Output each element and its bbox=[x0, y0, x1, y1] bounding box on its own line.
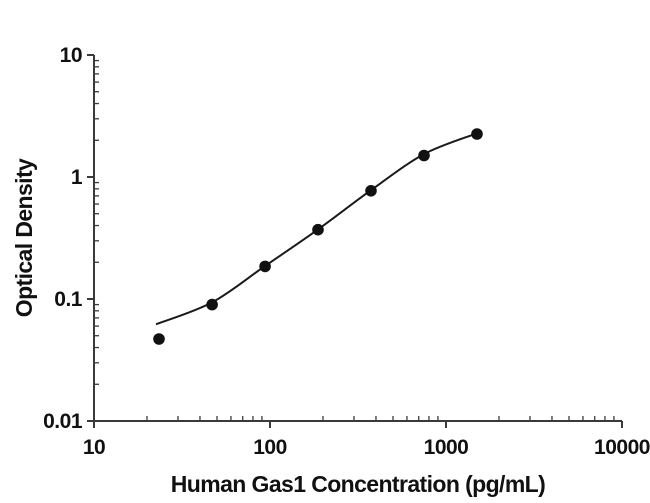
data-point bbox=[312, 223, 324, 236]
data-point bbox=[365, 185, 377, 197]
x-tick-label: 10000 bbox=[594, 436, 650, 459]
data-point bbox=[471, 128, 483, 140]
x-tick-label: 100 bbox=[253, 436, 287, 459]
y-axis-title: Optical Density bbox=[11, 158, 37, 317]
data-point bbox=[206, 298, 218, 311]
x-axis-title: Human Gas1 Concentration (pg/mL) bbox=[171, 471, 545, 497]
y-tick-label: 0.1 bbox=[54, 288, 83, 311]
x-tick-label: 10 bbox=[83, 436, 105, 459]
x-tick-label: 1000 bbox=[424, 436, 469, 459]
y-tick-label: 1 bbox=[71, 166, 83, 189]
data-point bbox=[418, 149, 430, 162]
y-tick-label: 10 bbox=[60, 44, 82, 67]
plot-layer: 10 100 1000 10000 10 1 0.1 0.01 bbox=[43, 44, 650, 459]
data-point bbox=[153, 333, 165, 345]
y-tick-label: 0.01 bbox=[43, 410, 83, 433]
data-point bbox=[259, 260, 271, 273]
